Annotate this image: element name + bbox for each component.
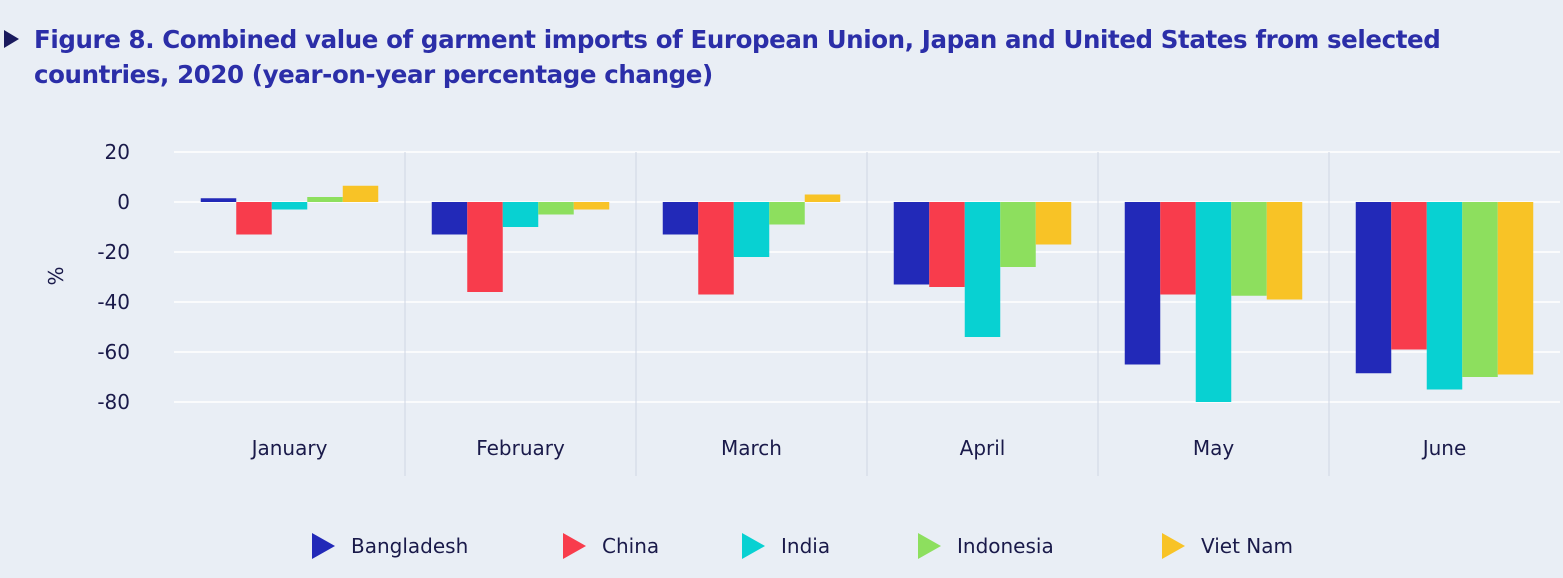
bar-china-may bbox=[1160, 202, 1196, 295]
x-tick-label: May bbox=[1193, 436, 1235, 460]
bar-viet-nam-february bbox=[573, 202, 610, 210]
bar-india-march bbox=[733, 202, 770, 257]
bar-india-april bbox=[964, 202, 1001, 337]
legend-label-bangladesh[interactable]: Bangladesh bbox=[351, 534, 468, 558]
bar-china-march bbox=[698, 202, 734, 295]
legend-label-indonesia[interactable]: Indonesia bbox=[957, 534, 1054, 558]
bar-viet-nam-april bbox=[1035, 202, 1072, 245]
legend-label-india[interactable]: India bbox=[781, 534, 830, 558]
bar-bangladesh-may bbox=[1124, 202, 1161, 365]
bar-indonesia-april bbox=[1000, 202, 1036, 267]
x-tick-label: January bbox=[250, 436, 328, 460]
bar-bangladesh-march bbox=[662, 202, 699, 235]
y-tick-label: 20 bbox=[105, 140, 130, 164]
y-axis-label: % bbox=[44, 266, 68, 285]
bar-china-june bbox=[1391, 202, 1427, 350]
bar-bangladesh-january bbox=[200, 198, 237, 202]
bar-indonesia-february bbox=[538, 202, 574, 215]
legend-marker-india[interactable] bbox=[742, 533, 765, 559]
bar-bangladesh-june bbox=[1355, 202, 1392, 374]
bar-indonesia-may bbox=[1231, 202, 1267, 296]
bar-india-february bbox=[502, 202, 539, 227]
legend-marker-indonesia[interactable] bbox=[918, 533, 941, 559]
y-tick-label: 0 bbox=[117, 190, 130, 214]
legend-label-viet-nam[interactable]: Viet Nam bbox=[1201, 534, 1293, 558]
bar-viet-nam-march bbox=[804, 194, 841, 202]
legend-marker-viet-nam[interactable] bbox=[1162, 533, 1185, 559]
bar-china-january bbox=[236, 202, 272, 235]
bar-indonesia-march bbox=[769, 202, 805, 225]
bar-india-may bbox=[1195, 202, 1232, 402]
legend-marker-china[interactable] bbox=[563, 533, 586, 559]
bar-bangladesh-february bbox=[431, 202, 468, 235]
title-triangle-icon bbox=[4, 30, 19, 48]
y-tick-label: -20 bbox=[97, 240, 130, 264]
y-tick-label: -40 bbox=[97, 290, 130, 314]
y-tick-label: -80 bbox=[97, 390, 130, 414]
x-tick-label: June bbox=[1421, 436, 1467, 460]
x-tick-label: March bbox=[721, 436, 782, 460]
bar-indonesia-january bbox=[307, 197, 343, 202]
chart-title: Figure 8. Combined value of garment impo… bbox=[34, 25, 1441, 89]
legend-marker-bangladesh[interactable] bbox=[312, 533, 335, 559]
bar-china-february bbox=[467, 202, 503, 292]
x-tick-label: February bbox=[476, 436, 565, 460]
bar-india-january bbox=[271, 202, 308, 210]
y-tick-label: -60 bbox=[97, 340, 130, 364]
bar-india-june bbox=[1426, 202, 1463, 390]
bar-viet-nam-january bbox=[342, 185, 379, 202]
x-tick-label: April bbox=[960, 436, 1006, 460]
bar-bangladesh-april bbox=[893, 202, 930, 285]
bar-indonesia-june bbox=[1462, 202, 1498, 377]
bar-viet-nam-may bbox=[1266, 202, 1303, 300]
bar-viet-nam-june bbox=[1497, 202, 1534, 375]
bar-china-april bbox=[929, 202, 965, 287]
legend-label-china[interactable]: China bbox=[602, 534, 659, 558]
